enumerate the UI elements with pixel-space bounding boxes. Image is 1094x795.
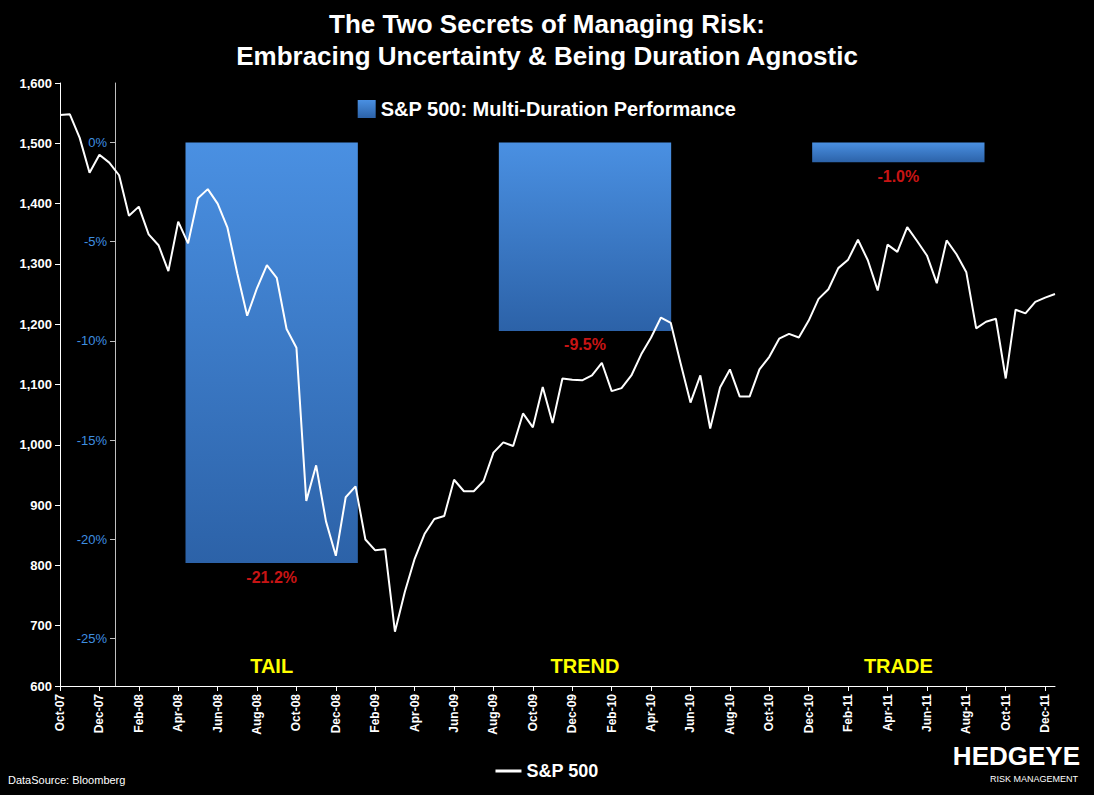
svg-text:Aug-08: Aug-08 bbox=[250, 694, 264, 735]
svg-text:600: 600 bbox=[30, 679, 52, 694]
svg-text:The Two Secrets of Managing Ri: The Two Secrets of Managing Risk: bbox=[329, 9, 765, 39]
svg-text:TRADE: TRADE bbox=[864, 655, 933, 677]
svg-text:0%: 0% bbox=[88, 135, 107, 150]
svg-text:Oct-08: Oct-08 bbox=[289, 694, 303, 732]
svg-text:-1.0%: -1.0% bbox=[877, 168, 919, 185]
svg-text:-20%: -20% bbox=[77, 532, 108, 547]
svg-text:-10%: -10% bbox=[77, 333, 108, 348]
svg-text:Apr-10: Apr-10 bbox=[644, 694, 658, 732]
svg-text:Aug-10: Aug-10 bbox=[723, 694, 737, 735]
svg-text:700: 700 bbox=[30, 618, 52, 633]
svg-text:S&P 500: S&P 500 bbox=[526, 761, 598, 781]
svg-text:1,000: 1,000 bbox=[19, 437, 52, 452]
svg-text:Jun-10: Jun-10 bbox=[683, 694, 697, 733]
svg-text:1,200: 1,200 bbox=[19, 317, 52, 332]
svg-text:Dec-10: Dec-10 bbox=[802, 694, 816, 734]
svg-text:-5%: -5% bbox=[84, 234, 108, 249]
svg-text:TAIL: TAIL bbox=[250, 655, 293, 677]
svg-text:Dec-08: Dec-08 bbox=[329, 694, 343, 734]
svg-text:Dec-07: Dec-07 bbox=[92, 694, 106, 734]
svg-text:Aug-11: Aug-11 bbox=[959, 694, 973, 734]
svg-text:Oct-11: Oct-11 bbox=[999, 694, 1013, 731]
svg-text:Dec-11: Dec-11 bbox=[1038, 694, 1052, 733]
svg-text:Feb-09: Feb-09 bbox=[368, 694, 382, 733]
svg-text:1,400: 1,400 bbox=[19, 196, 52, 211]
svg-text:S&P 500: Multi-Duration Perfor: S&P 500: Multi-Duration Performance bbox=[381, 98, 736, 120]
svg-text:Feb-10: Feb-10 bbox=[605, 694, 619, 733]
svg-text:Feb-11: Feb-11 bbox=[841, 694, 855, 732]
svg-text:Jun-09: Jun-09 bbox=[447, 694, 461, 733]
svg-text:1,600: 1,600 bbox=[19, 76, 52, 91]
svg-text:Feb-08: Feb-08 bbox=[132, 694, 146, 733]
svg-text:Jun-08: Jun-08 bbox=[211, 694, 225, 733]
svg-text:Apr-08: Apr-08 bbox=[171, 694, 185, 732]
svg-text:Oct-07: Oct-07 bbox=[53, 694, 67, 732]
svg-text:1,100: 1,100 bbox=[19, 377, 52, 392]
svg-text:-9.5%: -9.5% bbox=[564, 336, 606, 353]
svg-text:Jun-11: Jun-11 bbox=[920, 694, 934, 732]
svg-text:Apr-09: Apr-09 bbox=[408, 694, 422, 732]
svg-text:-21.2%: -21.2% bbox=[246, 569, 297, 586]
svg-text:-25%: -25% bbox=[77, 631, 108, 646]
svg-text:1,300: 1,300 bbox=[19, 256, 52, 271]
svg-text:Embracing Uncertainty & Being: Embracing Uncertainty & Being Duration A… bbox=[236, 41, 858, 71]
svg-text:HEDGEYE: HEDGEYE bbox=[953, 741, 1080, 771]
svg-text:Apr-11: Apr-11 bbox=[881, 694, 895, 732]
svg-text:Oct-10: Oct-10 bbox=[762, 694, 776, 732]
svg-text:Aug-09: Aug-09 bbox=[486, 694, 500, 735]
svg-text:DataSource: Bloomberg: DataSource: Bloomberg bbox=[8, 774, 125, 786]
svg-text:Dec-09: Dec-09 bbox=[565, 694, 579, 734]
svg-text:RISK MANAGEMENT: RISK MANAGEMENT bbox=[990, 774, 1079, 784]
svg-text:900: 900 bbox=[30, 498, 52, 513]
svg-text:Oct-09: Oct-09 bbox=[526, 694, 540, 732]
svg-text:1,500: 1,500 bbox=[19, 136, 52, 151]
svg-text:TREND: TREND bbox=[551, 655, 620, 677]
svg-text:800: 800 bbox=[30, 558, 52, 573]
svg-text:-15%: -15% bbox=[77, 433, 108, 448]
